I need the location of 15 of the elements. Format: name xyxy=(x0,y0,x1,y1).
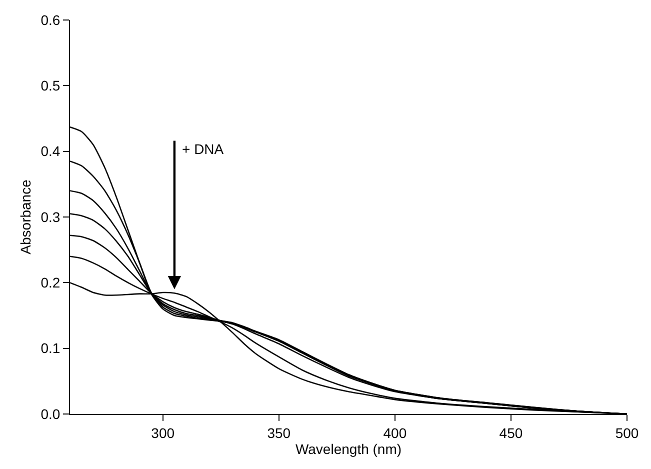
y-tick-label: 0.2 xyxy=(40,274,60,291)
y-tick-label: 0.3 xyxy=(40,208,60,225)
x-tick-label: 400 xyxy=(383,424,407,441)
x-tick-label: 500 xyxy=(615,424,639,441)
y-axis-title: Absorbance xyxy=(17,179,34,254)
y-tick-label: 0.0 xyxy=(40,406,60,422)
x-tick-label: 450 xyxy=(499,424,523,441)
y-tick-label: 0.1 xyxy=(40,340,60,356)
annotation: + DNA xyxy=(182,141,224,157)
y-tick-label: 0.6 xyxy=(40,12,60,28)
y-tick-label: 0.5 xyxy=(40,78,60,94)
x-tick-label: 350 xyxy=(267,424,291,441)
x-tick-label: 300 xyxy=(151,424,175,441)
x-axis-title: Wavelength (nm) xyxy=(295,441,402,458)
y-tick-label: 0.4 xyxy=(40,143,60,160)
